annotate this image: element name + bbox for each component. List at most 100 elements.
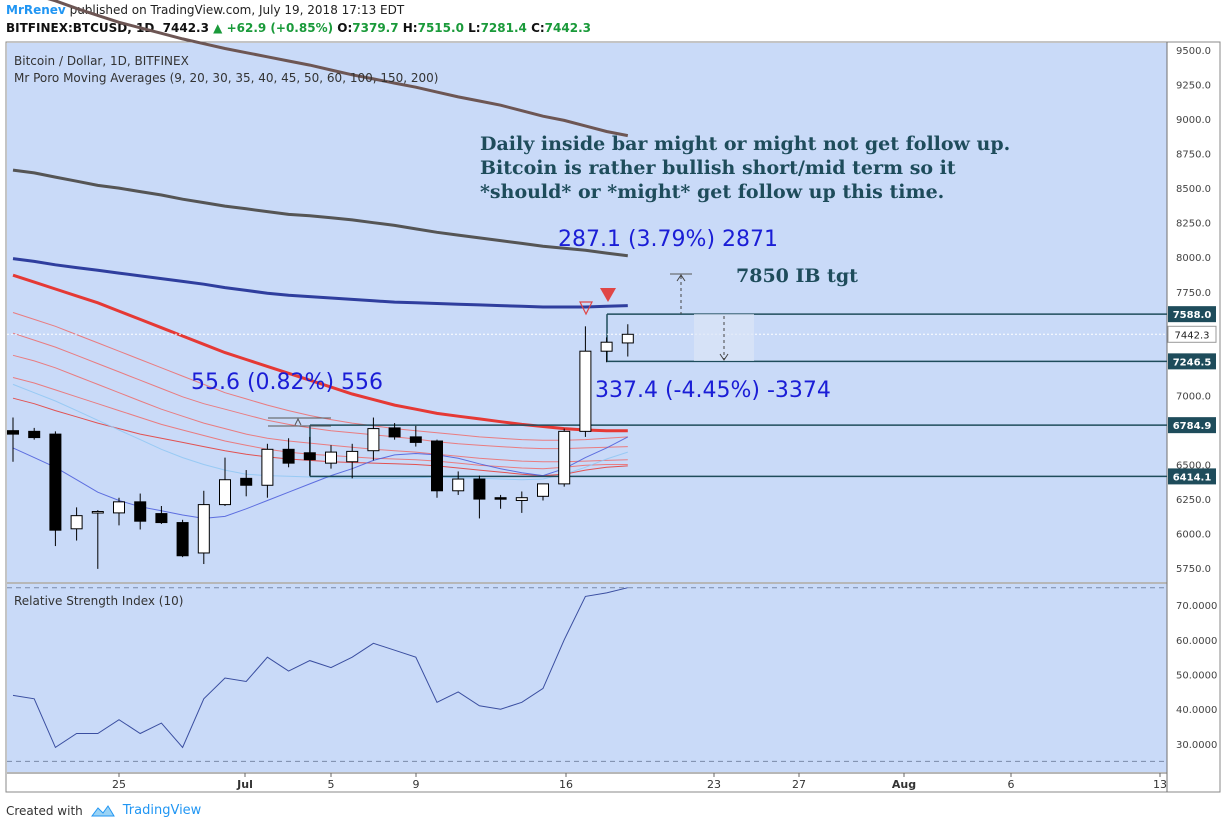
note-line-1: Daily inside bar might or might not get … — [480, 133, 1010, 155]
candle-down — [303, 452, 316, 461]
measure-up-label: 287.1 (3.79%) 2871 — [558, 227, 778, 252]
candle-down — [155, 513, 168, 524]
measure-small-tool[interactable] — [268, 417, 331, 427]
ma-30-line — [12, 397, 628, 477]
ma-45-line — [12, 332, 628, 450]
ma-150-line — [12, 168, 628, 258]
tradingview-brand-link[interactable]: TradingView — [122, 803, 202, 818]
last-price-label: 7442.3 — [1175, 330, 1210, 341]
level-badge-label: 6784.9 — [1173, 421, 1212, 432]
candle-up — [621, 333, 634, 344]
time-tick-label: 5 — [328, 778, 335, 791]
time-tick-label: Jul — [236, 778, 253, 791]
price-tick-label: 6500.0 — [1176, 461, 1211, 472]
open-label: O: — [337, 21, 353, 35]
candle-up — [452, 478, 465, 492]
measure-up-tool[interactable] — [670, 273, 692, 314]
ma-100-line — [12, 257, 628, 309]
rsi-title: Relative Strength Index (10) — [14, 594, 183, 608]
time-tick-label: 13 — [1153, 778, 1167, 791]
last-price-badge — [1167, 325, 1217, 343]
candle-up — [537, 483, 549, 497]
low-value: 7281.4 — [480, 21, 527, 35]
time-tick-label: 9 — [413, 778, 420, 791]
candle-up — [515, 497, 528, 501]
level-badge — [1168, 353, 1216, 370]
high-label: H: — [402, 21, 418, 35]
support-resistance-levels: 7588.0 7246.5 6784.9 6414.1 7442.3 — [7, 306, 1217, 485]
rsi-tick-label: 50.0000 — [1176, 671, 1217, 682]
candle-down — [176, 522, 189, 557]
low-label: L: — [468, 21, 481, 35]
candle-up — [579, 350, 592, 432]
publish-line: MrRenev published on TradingView.com, Ju… — [6, 3, 404, 17]
rsi-pane — [7, 584, 1167, 772]
candle-up — [261, 448, 274, 486]
ma-40-line — [12, 354, 628, 463]
measure-arrowhead — [719, 353, 729, 361]
hollow-triangle-marker-icon — [579, 301, 593, 316]
ma-20-line — [12, 383, 628, 481]
rsi-tick-label: 40.0000 — [1176, 705, 1217, 716]
price-tick-label: 6000.0 — [1176, 530, 1211, 541]
candle-down — [431, 440, 443, 492]
measure-small-label: 55.6 (0.82%) 556 — [191, 370, 383, 395]
price-tick-label: 8000.0 — [1176, 253, 1211, 264]
level-badge-label: 6414.1 — [1173, 472, 1212, 483]
candle-down — [134, 501, 147, 522]
target-label: 7850 IB tgt — [736, 265, 858, 287]
note-line-3: *should* or *might* get follow up this t… — [480, 181, 944, 203]
open-value: 7379.7 — [352, 21, 399, 35]
triangle-down-marker-icon — [600, 288, 616, 302]
note-line-2: Bitcoin is rather bullish short/mid term… — [480, 157, 956, 179]
price-tick-label: 5750.0 — [1176, 564, 1211, 575]
ma-200-line — [47, 0, 629, 138]
candle-up — [367, 428, 380, 452]
target-arrowhead — [676, 274, 686, 282]
ma-9-line — [12, 436, 629, 519]
rsi-indicator: 70.0000 60.0000 50.0000 40.0000 30.0000 — [7, 587, 1217, 762]
time-tick-label: Aug — [892, 778, 916, 791]
tradingview-logo-icon — [90, 804, 115, 816]
candle-down — [7, 430, 19, 435]
candle-down — [240, 477, 253, 486]
candle-down — [282, 448, 295, 464]
price-axis: 9500.0 9250.0 9000.0 8750.0 8500.0 8250.0 8000… — [1176, 46, 1211, 575]
candle-up — [113, 501, 125, 514]
level-badge — [1168, 306, 1216, 323]
chart-title: Bitcoin / Dollar, 1D, BITFINEX — [14, 54, 189, 68]
footer: Created with TradingView — [6, 803, 201, 818]
level-badge — [1168, 468, 1216, 485]
price-tick-label: 6250.0 — [1176, 495, 1211, 506]
change-up-icon: ▲ — [213, 21, 223, 35]
measure-down-tool[interactable] — [694, 314, 754, 361]
price-tick-label: 9000.0 — [1176, 115, 1211, 126]
last-price: 7442.3 — [162, 21, 209, 35]
candle-down — [28, 430, 41, 439]
rsi-tick-label: 30.0000 — [1176, 740, 1217, 751]
candles — [7, 324, 634, 569]
symbol-line: BITFINEX:BTCUSD, 1D 7442.3 ▲ +62.9 (+0.8… — [6, 21, 591, 35]
level-badge-label: 7588.0 — [1173, 310, 1212, 321]
close-label: C: — [531, 21, 545, 35]
candle-down — [494, 497, 507, 500]
price-tick-label: 8750.0 — [1176, 150, 1211, 161]
measure-down-label: 337.4 (-4.45%) -3374 — [595, 378, 831, 403]
publish-info: published on TradingView.com, July 19, 2… — [69, 3, 405, 17]
candle-up — [600, 341, 613, 352]
author-link[interactable]: MrRenev — [6, 3, 66, 17]
time-tick-label: 16 — [559, 778, 573, 791]
time-tick-label: 25 — [112, 778, 126, 791]
candle-up — [70, 515, 83, 530]
price-tick-label: 9500.0 — [1176, 46, 1211, 57]
rsi-line — [12, 587, 628, 749]
rsi-tick-label: 70.0000 — [1176, 601, 1217, 612]
candle-up — [346, 450, 359, 463]
price-tick-label: 9250.0 — [1176, 80, 1211, 91]
candle-down — [473, 478, 486, 500]
candle-up — [197, 504, 210, 554]
close-value: 7442.3 — [544, 21, 591, 35]
candle-up — [558, 430, 571, 485]
candle-up — [219, 479, 231, 506]
